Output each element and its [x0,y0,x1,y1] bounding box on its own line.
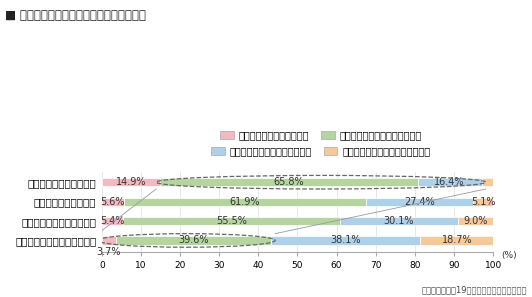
Bar [366,198,473,206]
Text: 【内閣府「平成19年版国民生活白書」より】: 【内閣府「平成19年版国民生活白書」より】 [421,285,527,294]
Text: 3.7%: 3.7% [97,247,121,257]
Bar [418,178,482,186]
Bar [123,217,340,225]
Text: 55.5%: 55.5% [216,216,247,226]
Bar [102,217,123,225]
Text: 27.4%: 27.4% [404,197,435,207]
Bar [160,178,418,186]
Bar [420,236,494,244]
Bar [102,178,160,186]
Text: 14.9%: 14.9% [115,177,146,187]
Text: 5.4%: 5.4% [100,216,124,226]
Bar [102,236,117,244]
Text: 18.7%: 18.7% [442,236,472,245]
Text: 30.1%: 30.1% [384,216,414,226]
Bar [117,236,271,244]
Text: 38.1%: 38.1% [330,236,361,245]
Text: ■ 家族の会話頻度と精神的やすらぎの関係: ■ 家族の会話頻度と精神的やすらぎの関係 [5,9,146,22]
Text: 39.6%: 39.6% [179,236,209,245]
Bar [102,198,124,206]
Bar [458,217,493,225]
Bar [340,217,458,225]
Text: 65.8%: 65.8% [273,177,304,187]
Bar [124,198,366,206]
Text: 9.0%: 9.0% [463,216,488,226]
Text: (%): (%) [501,251,517,260]
Text: 5.6%: 5.6% [101,197,125,207]
Bar [482,178,493,186]
Text: 5.1%: 5.1% [471,197,495,207]
Legend: あまりやすらぎを感じていない, ほとんどやすらぎを感じていない: あまりやすらぎを感じていない, ほとんどやすらぎを感じていない [207,143,434,160]
Text: 16.4%: 16.4% [435,177,465,187]
Bar [473,198,493,206]
Bar [271,236,420,244]
Text: 61.9%: 61.9% [230,197,260,207]
